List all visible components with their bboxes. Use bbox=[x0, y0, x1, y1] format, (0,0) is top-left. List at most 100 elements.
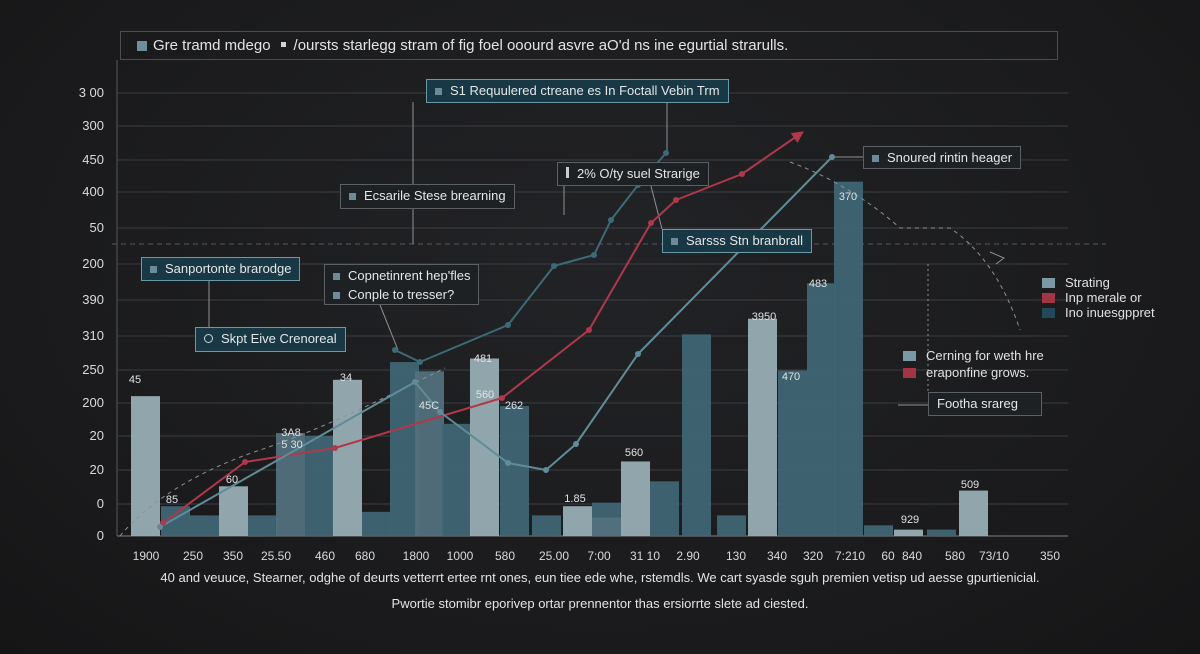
x-tick-label: 340 bbox=[766, 549, 788, 563]
bar bbox=[778, 370, 807, 536]
data-label: 45 bbox=[128, 374, 142, 386]
data-label: 560 bbox=[475, 389, 495, 401]
data-label: 1.85 bbox=[564, 493, 586, 505]
x-tick-label: 840 bbox=[901, 549, 923, 563]
bar bbox=[894, 529, 923, 536]
y-tick-label: 200 bbox=[82, 256, 104, 271]
data-label: 60 bbox=[225, 474, 239, 486]
y-tick-label: 400 bbox=[82, 184, 104, 199]
x-tick-label: 1900 bbox=[132, 549, 160, 563]
callout-copnetinrent: Copnetinrent hep'fles Conple to tresser? bbox=[324, 264, 480, 305]
series-point bbox=[573, 441, 579, 447]
callout-text: Sarsss Stn branbrall bbox=[686, 233, 804, 248]
callout-bar-icon bbox=[566, 167, 569, 178]
legend-swatch bbox=[1042, 308, 1055, 318]
x-tick-label: 250 bbox=[182, 549, 204, 563]
data-label: 470 bbox=[781, 371, 801, 383]
series-point bbox=[499, 395, 505, 401]
series-point bbox=[242, 459, 248, 465]
series-point bbox=[739, 171, 745, 177]
callout-snoured: Snoured rintin heager bbox=[863, 146, 1022, 169]
title-square-icon bbox=[137, 41, 147, 51]
callout-sarsss: Sarsss Stn branbrall bbox=[662, 229, 813, 253]
bar bbox=[248, 515, 277, 536]
chart-title-bar: Gre tramd mdego/ourst​s starlegg stram o… bbox=[120, 31, 1058, 60]
x-tick-label: 31 10 bbox=[629, 549, 661, 563]
bar bbox=[470, 358, 499, 536]
bar bbox=[682, 334, 711, 536]
callout-square-icon bbox=[150, 266, 157, 273]
series-point bbox=[543, 467, 549, 473]
data-label: 509 bbox=[960, 479, 980, 491]
callout-square-icon bbox=[435, 88, 442, 95]
callout-sanportonte: Sanportonte brarodge bbox=[141, 257, 301, 281]
x-tick-label: 350 bbox=[222, 549, 244, 563]
series-line bbox=[159, 156, 833, 528]
data-label: 262 bbox=[504, 400, 524, 412]
bar bbox=[927, 529, 956, 536]
series-point bbox=[157, 524, 163, 530]
legend-label: Cerning for weth hre bbox=[926, 348, 1044, 363]
bar bbox=[500, 406, 529, 536]
trend-curve bbox=[119, 367, 446, 537]
caption-line-2: Pwortie stomibr eporivep ortar prennento… bbox=[391, 596, 809, 611]
legend-item: Ino inuesgppret bbox=[1042, 305, 1155, 320]
data-label: 34 bbox=[339, 372, 353, 384]
arrow-icon bbox=[989, 251, 1005, 265]
callout-skpt: Skpt Eive Crenoreal bbox=[195, 327, 346, 352]
data-label: 3A8 bbox=[281, 427, 301, 439]
x-tick-label: 73/10 bbox=[978, 549, 1010, 563]
callout-text: Skpt Eive Crenoreal bbox=[221, 331, 337, 346]
leader-line bbox=[379, 304, 399, 351]
chart-title: Gre tramd mdego bbox=[153, 37, 271, 54]
series-point bbox=[437, 409, 443, 415]
x-tick-label: 25.50 bbox=[260, 549, 292, 563]
series-point bbox=[608, 217, 614, 223]
series-point bbox=[332, 445, 338, 451]
callout-square-icon bbox=[872, 155, 879, 162]
callout-square-icon bbox=[349, 193, 356, 200]
y-tick-label: 390 bbox=[82, 292, 104, 307]
y-tick-label: 50 bbox=[89, 220, 104, 235]
data-label: 483 bbox=[808, 278, 828, 290]
x-tick-label: 350 bbox=[1039, 549, 1061, 563]
bar bbox=[717, 515, 746, 536]
series-line bbox=[394, 152, 667, 363]
bar bbox=[650, 481, 679, 536]
x-tick-label: 580 bbox=[494, 549, 516, 563]
x-tick-label: 7:210 bbox=[834, 549, 866, 563]
callout-o-ty: 2% O/ty suel Strarige bbox=[557, 162, 709, 186]
y-tick-label: 20 bbox=[89, 428, 104, 443]
legend-swatch bbox=[1042, 278, 1055, 288]
bar bbox=[390, 362, 419, 536]
callout-circle-icon bbox=[204, 334, 213, 343]
legend-swatch bbox=[1042, 293, 1055, 303]
bar bbox=[532, 515, 561, 536]
y-tick-label: 0 bbox=[96, 496, 104, 511]
trend-curve bbox=[789, 161, 1021, 331]
series-point bbox=[505, 460, 511, 466]
x-tick-label: 580 bbox=[944, 549, 966, 563]
y-tick-label: 250 bbox=[82, 362, 104, 377]
legend-label: eraponfine grows. bbox=[926, 365, 1030, 380]
bar bbox=[864, 525, 893, 536]
series-point bbox=[635, 351, 641, 357]
bar bbox=[442, 423, 471, 536]
series-point bbox=[663, 150, 669, 156]
legend-swatch bbox=[903, 351, 916, 361]
data-label: 370 bbox=[838, 191, 858, 203]
bar bbox=[748, 318, 777, 536]
bar bbox=[959, 490, 988, 536]
series-point bbox=[505, 322, 511, 328]
y-tick-label: 20 bbox=[89, 462, 104, 477]
callout-requulered: S1 Requulered ctreane es In Foctall Vebi… bbox=[426, 79, 729, 103]
callout-square-icon bbox=[333, 273, 340, 280]
x-tick-label: 320 bbox=[802, 549, 824, 563]
legend-item: Cerning for weth hre bbox=[903, 348, 1044, 363]
y-tick-label: 200 bbox=[82, 395, 104, 410]
y-tick-label: 310 bbox=[82, 328, 104, 343]
bar bbox=[592, 517, 621, 536]
bar bbox=[807, 283, 836, 536]
legend-item: eraponfine grows. bbox=[903, 365, 1029, 380]
